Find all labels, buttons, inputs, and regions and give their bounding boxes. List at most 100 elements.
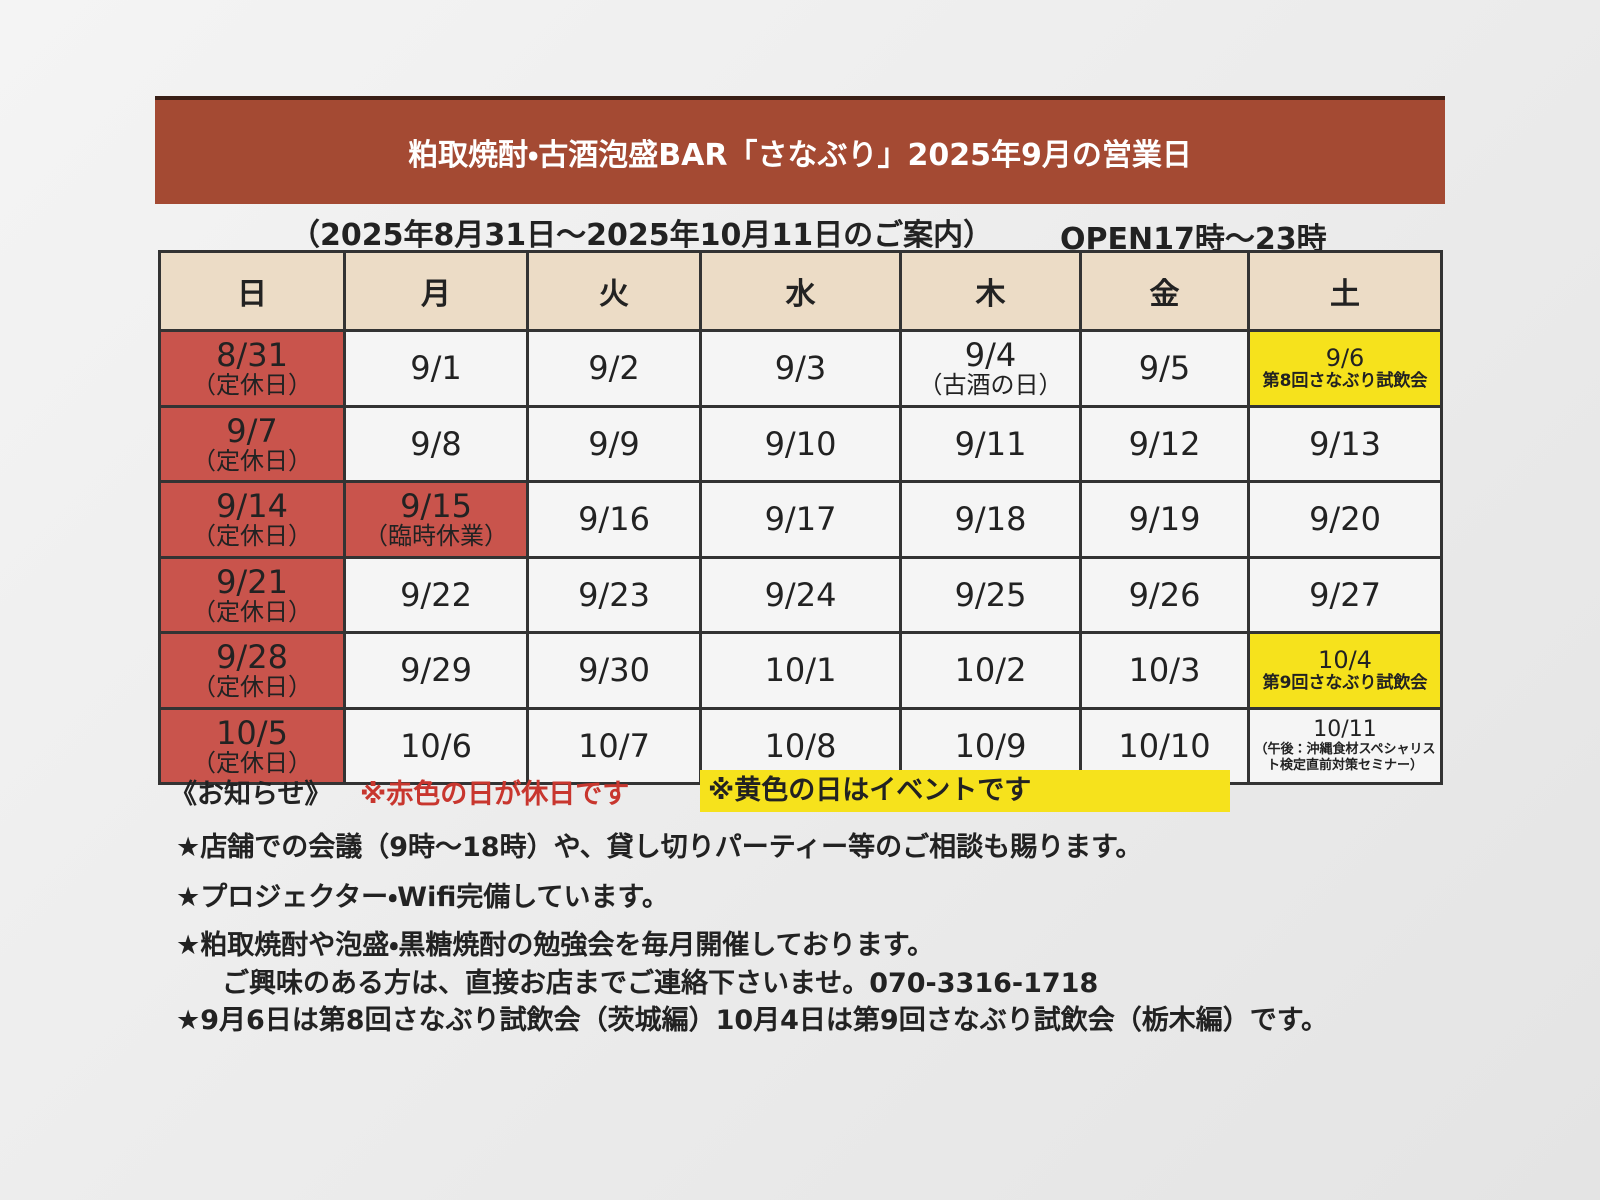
weekday-header: 土	[1247, 250, 1443, 332]
day-cell: 10/2	[899, 631, 1082, 710]
day-date: 9/15	[400, 487, 472, 526]
day-date: 9/8	[410, 424, 462, 463]
notice-line: ご興味のある方は、直接お店までご連絡下さいませ。070-3316-1718	[222, 968, 1099, 999]
day-note: （定休日）	[192, 371, 312, 400]
weekday-header: 金	[1079, 250, 1250, 332]
day-date: 9/27	[1309, 575, 1381, 614]
day-cell: 9/26	[1079, 555, 1250, 634]
day-date: 9/4	[964, 336, 1017, 375]
day-cell: 9/22	[343, 555, 529, 634]
day-date: 9/21	[216, 562, 288, 601]
day-note: （臨時休業）	[364, 522, 508, 551]
day-cell: 9/27	[1247, 555, 1443, 634]
day-cell: 9/7 （定休日）	[158, 404, 346, 483]
day-date: 10/5	[216, 713, 288, 752]
day-cell: 9/16	[526, 480, 702, 559]
day-cell: 9/25	[899, 555, 1082, 634]
day-date: 9/13	[1309, 424, 1381, 463]
day-cell: 9/2	[526, 329, 702, 408]
notice-line: ★9月6日は第8回さなぶり試飲会（茨城編）10月4日は第9回さなぶり試飲会（栃木…	[176, 1005, 1329, 1036]
day-cell: 9/12	[1079, 404, 1250, 483]
day-cell: 9/9	[526, 404, 702, 483]
day-note: （午後：沖縄食材スペシャリスト検定直前対策セミナー）	[1254, 741, 1436, 773]
day-note: （定休日）	[192, 748, 312, 777]
day-date: 8/31	[216, 336, 288, 375]
day-cell: 9/20	[1247, 480, 1443, 559]
day-cell: 9/18	[899, 480, 1082, 559]
day-cell: 10/11 （午後：沖縄食材スペシャリスト検定直前対策セミナー）	[1247, 706, 1443, 785]
weekday-header: 木	[899, 250, 1082, 332]
day-cell: 9/19	[1079, 480, 1250, 559]
day-date: 10/6	[400, 726, 472, 765]
day-note: （定休日）	[192, 597, 312, 626]
day-date: 9/1	[410, 349, 462, 388]
day-date: 10/10	[1118, 726, 1211, 765]
day-cell: 9/28 （定休日）	[158, 631, 346, 710]
weekday-header: 日	[158, 250, 346, 332]
day-cell: 9/17	[699, 480, 902, 559]
day-date: 9/28	[216, 638, 288, 677]
day-cell: 9/3	[699, 329, 902, 408]
calendar: 日月火水木金土 8/31 （定休日） 9/1 9/2 9/3 9/4 （古酒の日） 9/5 9/…	[158, 250, 1443, 785]
day-cell: 9/10	[699, 404, 902, 483]
day-note: （定休日）	[192, 446, 312, 475]
notice-label: 《お知らせ》	[170, 779, 332, 810]
day-cell: 10/7	[526, 706, 702, 785]
day-note: （古酒の日）	[918, 371, 1063, 400]
notice-line: ★粕取焼酎や泡盛・黒糖焼酎の勉強会を毎月開催しております。	[176, 930, 935, 961]
day-date: 9/2	[588, 349, 640, 388]
day-date: 10/9	[954, 726, 1027, 765]
day-cell: 9/6 第8回さなぶり試飲会	[1247, 329, 1443, 408]
day-date: 9/30	[578, 651, 650, 690]
week-row: 9/28 （定休日） 9/29 9/30 10/1 10/2 10/3 10/4 第9回さなぶり…	[158, 631, 1443, 710]
day-note: 第8回さなぶり試飲会	[1262, 371, 1428, 392]
day-cell: 10/1	[699, 631, 902, 710]
day-date: 9/19	[1128, 500, 1201, 539]
day-cell: 10/4 第9回さなぶり試飲会	[1247, 631, 1443, 710]
day-cell: 9/30	[526, 631, 702, 710]
day-date: 9/11	[954, 424, 1027, 463]
day-cell: 10/6	[343, 706, 529, 785]
day-date: 9/20	[1309, 500, 1381, 539]
day-date: 9/6	[1325, 344, 1365, 373]
red-note: ※赤色の日が休日です	[360, 779, 630, 810]
week-row: 9/21 （定休日） 9/22 9/23 9/24 9/25 9/26 9/27	[158, 555, 1443, 634]
day-cell: 9/13	[1247, 404, 1443, 483]
day-date: 10/2	[954, 651, 1027, 690]
day-cell: 10/3	[1079, 631, 1250, 710]
day-note: （定休日）	[192, 673, 312, 702]
day-cell: 9/5	[1079, 329, 1250, 408]
day-date: 9/26	[1128, 575, 1201, 614]
weekday-header: 水	[699, 250, 902, 332]
weekday-header: 月	[343, 250, 529, 332]
day-date: 9/23	[578, 575, 650, 614]
yellow-note: ※黄色の日はイベントです	[700, 770, 1230, 812]
day-date: 10/4	[1318, 646, 1372, 675]
day-date: 9/9	[588, 424, 640, 463]
day-date: 9/7	[226, 411, 278, 450]
day-date: 10/1	[764, 651, 837, 690]
week-row: 9/7 （定休日） 9/8 9/9 9/10 9/11 9/12 9/13	[158, 404, 1443, 483]
week-row: 8/31 （定休日） 9/1 9/2 9/3 9/4 （古酒の日） 9/5 9/6 第8回さなぶり…	[158, 329, 1443, 408]
day-cell: 9/23	[526, 555, 702, 634]
day-cell: 9/1	[343, 329, 529, 408]
day-note: （定休日）	[192, 522, 312, 551]
subtitle: （2025年8月31日～2025年10月11日のご案内）	[290, 218, 994, 253]
day-cell: 9/24	[699, 555, 902, 634]
day-date: 10/7	[578, 726, 650, 765]
day-date: 9/18	[954, 500, 1027, 539]
day-date: 10/11	[1313, 716, 1377, 742]
day-cell: 9/14 （定休日）	[158, 480, 346, 559]
day-cell: 8/31 （定休日）	[158, 329, 346, 408]
day-date: 9/14	[216, 487, 288, 526]
day-date: 9/12	[1128, 424, 1201, 463]
day-cell: 9/21 （定休日）	[158, 555, 346, 634]
day-date: 10/3	[1128, 651, 1201, 690]
day-cell: 9/29	[343, 631, 529, 710]
day-date: 10/8	[764, 726, 837, 765]
day-date: 9/25	[954, 575, 1027, 614]
calendar-body: 8/31 （定休日） 9/1 9/2 9/3 9/4 （古酒の日） 9/5 9/6 第8回さなぶり…	[158, 329, 1443, 785]
day-note: 第9回さなぶり試飲会	[1262, 673, 1428, 694]
notice-line: ★プロジェクター・Wifi完備しています。	[176, 882, 669, 913]
